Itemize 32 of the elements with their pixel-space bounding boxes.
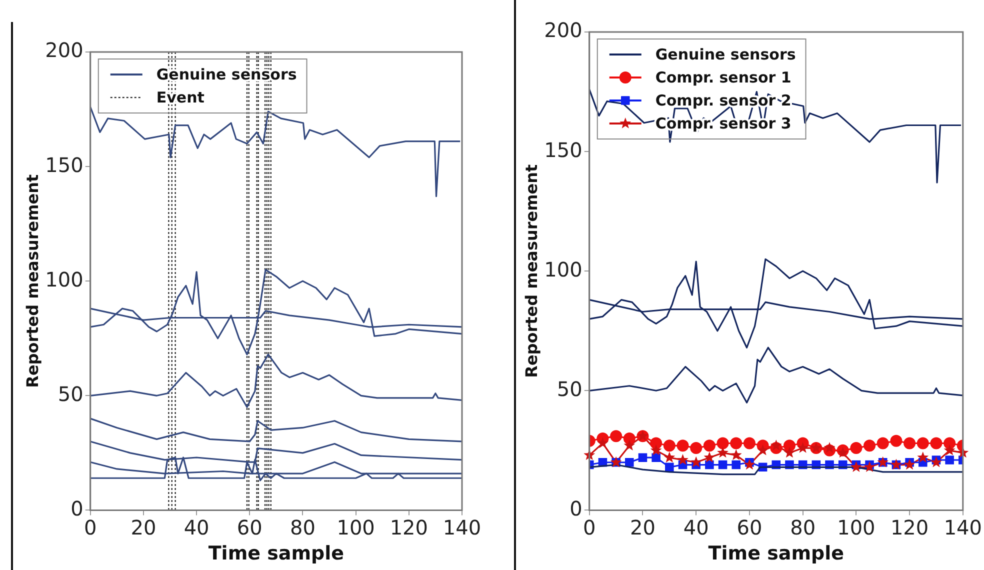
x-tick-label: 140 [944, 515, 982, 540]
y-tick-label: 150 [45, 152, 84, 177]
y-tick-label: 100 [45, 267, 84, 292]
x-tick-label: 80 [790, 515, 816, 540]
x-tick-label: 120 [890, 515, 929, 540]
x-tick-label: 60 [736, 515, 762, 540]
x-tick-label: 60 [236, 515, 262, 540]
y-tick-label: 0 [570, 496, 582, 520]
x-tick-label: 100 [837, 515, 876, 540]
y-tick-label: 150 [544, 138, 582, 162]
x-tick-label: 20 [130, 515, 156, 540]
ref-line-label: Event [156, 88, 204, 106]
y-axis-title: Reported measurement [522, 164, 541, 378]
x-tick-label: 20 [630, 515, 656, 540]
x-tick-label: 120 [390, 515, 428, 540]
legend-label: Genuine sensors [655, 45, 796, 64]
x-tick-label: 40 [184, 515, 210, 540]
y-tick-label: 0 [70, 496, 84, 520]
x-tick-label: 40 [683, 515, 709, 540]
y-tick-label: 200 [45, 38, 84, 62]
y-tick-label: 50 [556, 376, 582, 401]
y-tick-label: 100 [544, 257, 582, 282]
y-axis-title: Reported measurement [22, 174, 42, 388]
x-tick-label: 140 [442, 515, 482, 540]
legend-label: Compr. sensor 1 [655, 68, 792, 86]
y-tick-label: 50 [58, 382, 84, 406]
x-axis-title: Time sample [208, 542, 344, 565]
y-tick-label: 200 [544, 18, 582, 42]
x-axis-title: Time sample [708, 542, 844, 565]
legend-label: Genuine sensors [156, 65, 297, 84]
x-tick-label: 100 [336, 515, 375, 540]
x-tick-label: 80 [290, 515, 316, 540]
